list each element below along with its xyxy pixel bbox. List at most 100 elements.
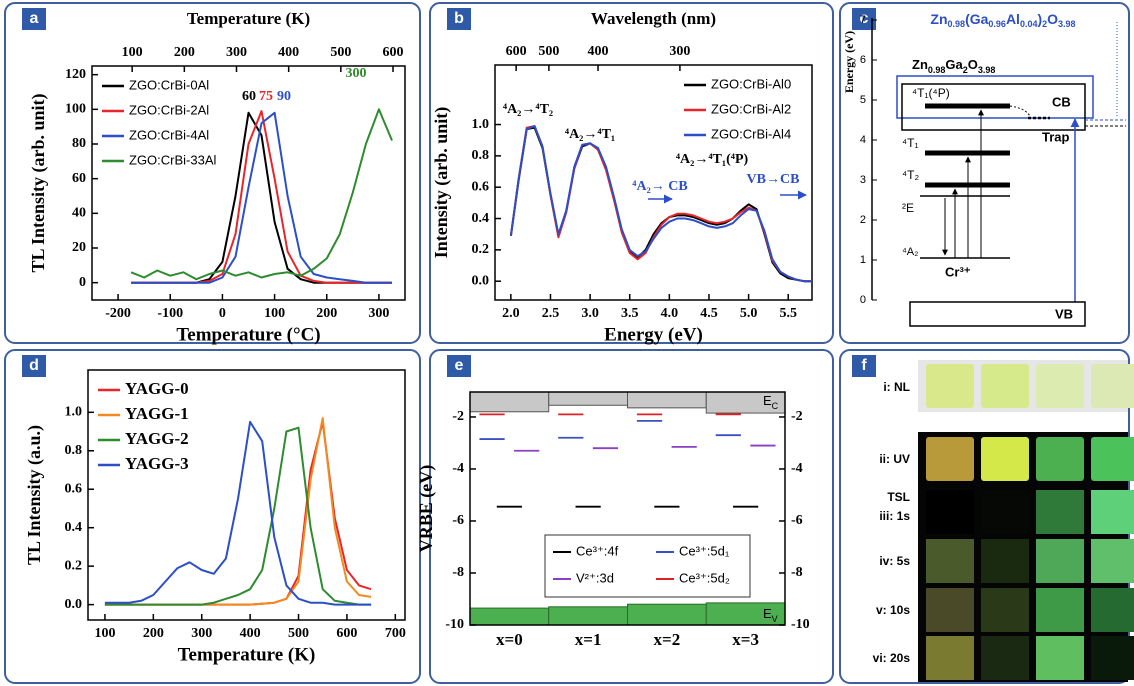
y-axis-label: VRBE (eV) (416, 465, 437, 553)
vb-label: VB (1055, 306, 1073, 321)
photo (1036, 539, 1084, 583)
x-tick-label: 5.5 (779, 306, 797, 321)
series-line (509, 126, 812, 283)
trap-path (1009, 105, 1031, 117)
x2-axis-label: Wavelength (nm) (591, 9, 716, 28)
photo (1036, 437, 1084, 481)
photo (1036, 588, 1084, 632)
y-tick-label: -2 (452, 409, 464, 424)
y-tick-label: -8 (791, 565, 803, 580)
plot-frame (87, 369, 406, 621)
y-tick-label: -6 (452, 513, 464, 528)
photo (926, 636, 974, 680)
row-label: iv: 5s (879, 554, 910, 568)
x-tick-label: 2.0 (502, 306, 520, 321)
photo (1091, 364, 1134, 408)
photo (926, 490, 974, 534)
legend-label: YAGG-1 (125, 404, 189, 423)
panel-badge (852, 8, 876, 30)
plot-frame (91, 65, 406, 301)
photo (981, 539, 1029, 583)
y-axis-label: Intensity (arb. unit) (431, 107, 452, 259)
y-tick-label: 0.4 (65, 520, 83, 535)
x-tick-label: x=3 (732, 630, 759, 649)
x-tick-label: 4.5 (700, 306, 718, 321)
legend-label: Ce³⁺:5d₂ (679, 570, 730, 585)
level-label: ⁴T₁(⁴P) (912, 86, 950, 100)
x-tick-label: 100 (94, 626, 115, 641)
energy-diagram: c Energy (eV) Zn0.98(Ga0.96Al0.04)2O3.98… (842, 8, 1126, 327)
photo (981, 490, 1029, 534)
photo (1091, 490, 1134, 534)
x-tick-label: 4.0 (661, 306, 679, 321)
y-axis-label: Energy (eV) (842, 31, 856, 93)
panel-badge (447, 8, 471, 30)
x2-tick-label: 600 (506, 44, 527, 59)
panel-label: a (30, 10, 39, 27)
y-tick-label: -4 (791, 461, 803, 476)
y-tick-label: 0.8 (65, 443, 83, 458)
legend-label: Ce³⁺:4f (576, 543, 619, 558)
formula: Zn0.98Ga2O3.98 (912, 57, 995, 75)
panel-label: f (861, 357, 867, 374)
x-axis-label: Temperature (°C) (176, 324, 320, 345)
y-tick-label: 80 (72, 136, 86, 151)
row-label: ii: UV (879, 452, 910, 466)
x-tick-label: 700 (385, 626, 406, 641)
x2-tick-label: 200 (174, 45, 195, 60)
y-tick-label: -10 (445, 617, 464, 632)
x-tick-label: 200 (143, 626, 164, 641)
x-tick-label: 3.0 (581, 306, 599, 321)
legend-label: YAGG-2 (125, 429, 189, 448)
y-tick-label: 1.0 (472, 117, 490, 132)
vb-box (909, 301, 1086, 327)
y-tick-label: 0 (79, 275, 86, 290)
y-tick-label: -6 (791, 513, 803, 528)
legend-label: ZGO:CrBi-Al0 (711, 76, 791, 91)
x-tick-label: 3.5 (621, 306, 639, 321)
y-tick-label: 3 (860, 174, 866, 186)
photo (981, 364, 1029, 408)
row-label: i: NL (883, 380, 910, 394)
y-tick-label: 60 (72, 171, 86, 186)
y-tick-label: 2 (860, 214, 866, 226)
valence-band (627, 603, 707, 626)
legend-label: ZGO:CrBi-Al2 (711, 101, 791, 116)
band-label-main: E (763, 393, 772, 408)
band-label-main: E (763, 606, 772, 621)
photo-grid: f i: NL ii: UV TSL iii: 1s iv: 5s v: 10s… (852, 355, 1134, 682)
x2-axis-label: Temperature (K) (187, 9, 310, 28)
panel-badge (22, 355, 46, 377)
row-label: iii: 1s (879, 509, 910, 523)
x2-tick-label: 300 (226, 45, 247, 60)
x-tick-label: -100 (157, 306, 183, 321)
series-line (104, 420, 372, 606)
x-tick-label: 300 (191, 626, 212, 641)
x-tick-label: x=0 (496, 630, 523, 649)
annotation: VB→CB (747, 172, 800, 187)
annotation: 60 (242, 89, 256, 104)
valence-band (469, 607, 550, 626)
band-label: EV (763, 606, 778, 624)
photo (1036, 364, 1084, 408)
photo (1091, 437, 1134, 481)
x-tick-label: 200 (316, 306, 337, 321)
y-tick-label: 0.6 (65, 481, 83, 496)
panel-frame (429, 349, 834, 684)
x2-tick-label: 100 (122, 45, 143, 60)
panel-label: e (455, 357, 464, 374)
ion-label: Cr³⁺ (945, 264, 971, 279)
annotation: 90 (277, 89, 291, 104)
row-label: vi: 20s (873, 651, 911, 665)
series-line (130, 108, 393, 281)
y-tick-label: 120 (65, 67, 86, 82)
legend-label: ZGO:CrBi-0Al (129, 77, 209, 92)
annotation: ⁴A₂→⁴T₁(⁴P) (676, 152, 749, 167)
x2-tick-label: 400 (278, 45, 299, 60)
y-tick-label: -10 (791, 617, 810, 632)
y-tick-label: 0 (860, 294, 866, 306)
x-tick-label: 100 (264, 306, 285, 321)
x-tick-label: x=1 (575, 630, 602, 649)
x2-tick-label: 400 (588, 44, 609, 59)
